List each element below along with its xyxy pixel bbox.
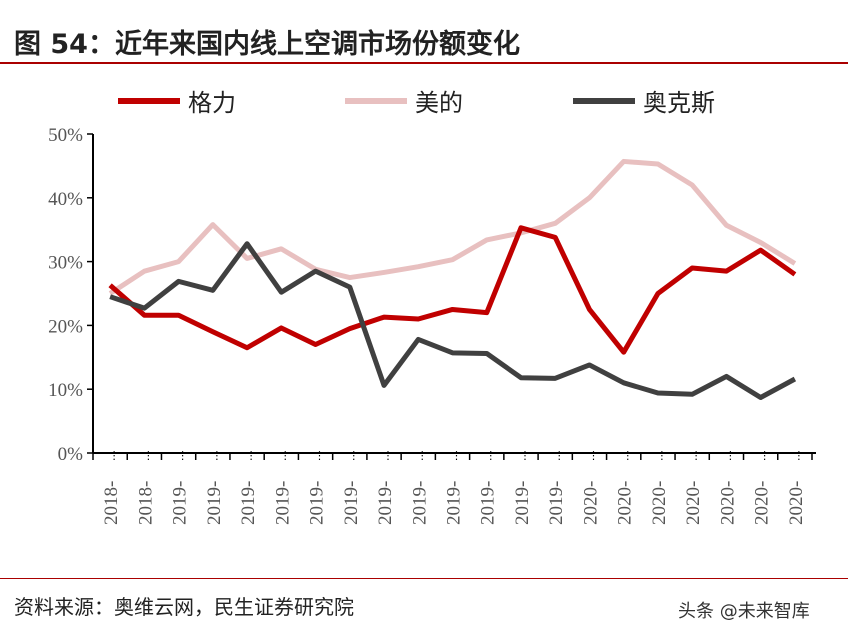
x-dot-marker: ⋮: [143, 449, 154, 462]
x-tick-label: 2019-: [341, 481, 362, 525]
x-tick-label: 2020-: [752, 481, 773, 525]
x-dot-marker: ⋮: [246, 449, 257, 462]
series-line-2: [109, 241, 797, 400]
x-tick-label: 2018-: [135, 481, 156, 525]
x-dot-marker: ⋮: [691, 449, 702, 462]
x-tick-label: 2019-: [204, 481, 225, 525]
x-dot-marker: ⋮: [314, 449, 325, 462]
x-dot-marker: ⋮: [348, 449, 359, 462]
x-tick-label: 2020-: [580, 481, 601, 525]
x-dot-marker: ⋮: [759, 449, 770, 462]
x-tick-label: 2019-: [546, 481, 567, 525]
source-note: 资料来源：奥维云网，民生证券研究院: [14, 595, 354, 619]
x-dot-marker: ⋮: [417, 449, 428, 462]
x-tick-label: 2019-: [512, 481, 533, 525]
x-tick-label: 2019-: [307, 481, 328, 525]
x-dot-marker: ⋮: [109, 449, 120, 462]
y-tick-label: 50%: [48, 125, 83, 146]
x-tick-label: 2019-: [409, 481, 430, 525]
x-tick-label: 2020-: [683, 481, 704, 525]
x-tick-label: 2019-: [170, 481, 191, 525]
x-dot-marker: ⋮: [280, 449, 291, 462]
x-tick-label: 2018-: [101, 481, 122, 525]
x-tick-label: 2020-: [786, 481, 807, 525]
legend-label: 格力: [188, 89, 236, 117]
x-tick-label: 2020-: [717, 481, 738, 525]
y-tick-label: 10%: [48, 380, 83, 401]
x-tick-label: 2020-: [649, 481, 670, 525]
legend-label: 美的: [415, 89, 463, 117]
figure-title: 图 54：近年来国内线上空调市场份额变化: [14, 29, 520, 60]
series-line-1: [108, 158, 797, 296]
x-tick-label: 2019-: [444, 481, 465, 525]
x-dot-marker: ⋮: [485, 449, 496, 462]
x-dot-marker: ⋮: [656, 449, 667, 462]
footer-divider: [0, 578, 848, 579]
x-tick-label: 2019-: [478, 481, 499, 525]
watermark: 头条 @未来智库: [678, 601, 810, 622]
x-tick-label: 2019-: [375, 481, 396, 525]
x-dot-marker: ⋮: [211, 449, 222, 462]
y-tick-label: 30%: [48, 253, 83, 274]
x-tick-label: 2020-: [615, 481, 636, 525]
x-tick-label: 2019-: [272, 481, 293, 525]
y-tick-label: 40%: [48, 189, 83, 210]
x-dot-marker: ⋮: [451, 449, 462, 462]
legend-label: 奥克斯: [643, 89, 715, 117]
title-divider: [0, 62, 848, 64]
x-dot-marker: ⋮: [554, 449, 565, 462]
series-line-0: [108, 225, 797, 355]
x-dot-marker: ⋮: [725, 449, 736, 462]
x-dot-marker: ⋮: [622, 449, 633, 462]
y-tick-label: 20%: [48, 316, 83, 337]
x-dot-marker: ⋮: [793, 449, 804, 462]
x-dot-marker: ⋮: [588, 449, 599, 462]
y-tick-label: 0%: [58, 444, 84, 465]
x-dot-marker: ⋮: [383, 449, 394, 462]
x-dot-marker: ⋮: [519, 449, 530, 462]
x-tick-label: 2019-: [238, 481, 259, 525]
x-dot-marker: ⋮: [177, 449, 188, 462]
